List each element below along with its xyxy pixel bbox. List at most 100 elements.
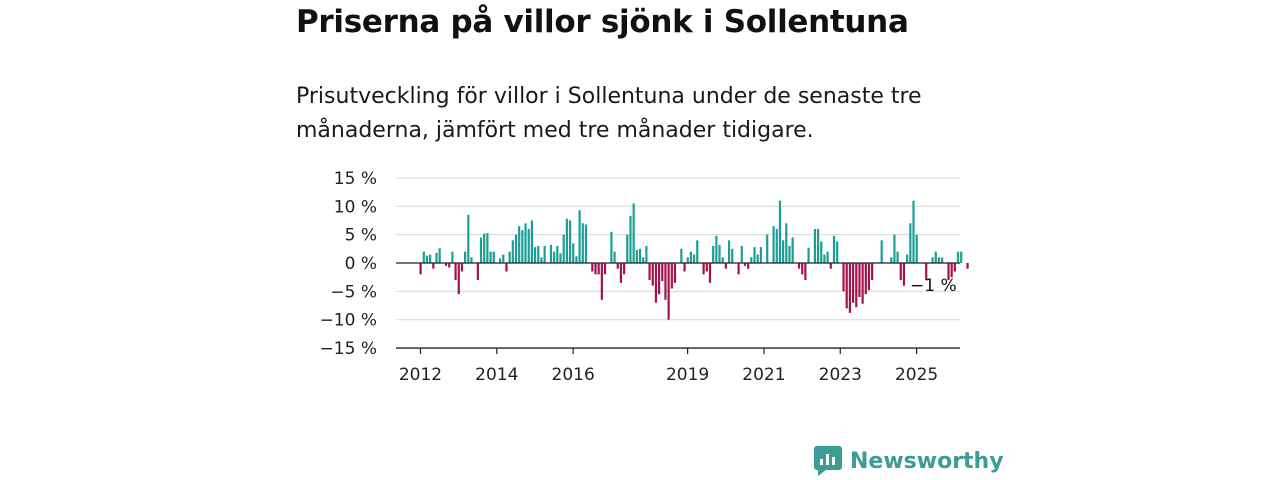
x-tick-label: 2014: [475, 365, 518, 385]
bar: [645, 245, 648, 263]
bar: [648, 263, 651, 281]
bar: [540, 257, 543, 263]
bar: [651, 263, 654, 286]
bar: [581, 223, 584, 263]
bar: [823, 254, 826, 263]
bar: [941, 257, 944, 263]
bar: [747, 263, 750, 269]
bar: [524, 223, 527, 263]
bar: [861, 263, 864, 304]
bar: [893, 234, 896, 263]
bar: [632, 203, 635, 263]
bar: [658, 263, 661, 295]
bar: [492, 251, 495, 263]
bar: [820, 241, 823, 263]
bar: [422, 251, 425, 263]
bar: [594, 263, 597, 275]
bar: [505, 263, 508, 272]
bar: [915, 234, 918, 263]
bar: [562, 234, 565, 263]
bar: [871, 263, 874, 281]
bar: [708, 263, 712, 283]
bar: [508, 251, 511, 263]
y-tick-label: −5 %: [330, 282, 377, 302]
bar: [572, 243, 575, 263]
bar: [829, 263, 832, 269]
bar: [797, 263, 801, 269]
bar: [530, 220, 533, 263]
bar: [591, 263, 594, 272]
x-tick-label: 2012: [399, 365, 442, 385]
newsworthy-logo: Newsworthy: [814, 446, 1004, 476]
bar: [483, 233, 486, 263]
bar: [778, 200, 782, 263]
bar: [537, 245, 540, 263]
x-tick-label: 2016: [552, 365, 595, 385]
last-value-annotation: −1 %: [910, 276, 957, 296]
bar: [692, 254, 696, 263]
bar: [880, 240, 883, 263]
bar: [855, 263, 858, 308]
bar: [613, 251, 616, 263]
bar: [902, 263, 906, 286]
bar: [836, 241, 839, 263]
bar: [934, 251, 937, 263]
bar: [890, 257, 893, 263]
bar: [514, 234, 518, 263]
y-axis-ticks: 15 % 10 % 5 % 0 % −5 % −10 % −15 %: [320, 169, 377, 359]
bar: [867, 263, 871, 291]
bar: [912, 200, 915, 263]
bar: [664, 263, 667, 300]
bar: [721, 257, 724, 263]
bar: [533, 247, 537, 263]
bar: [756, 254, 759, 263]
y-tick-label: 10 %: [334, 197, 377, 217]
bar: [788, 245, 791, 263]
bar: [629, 215, 632, 263]
bar: [947, 263, 950, 281]
bar: [479, 237, 483, 263]
y-tick-label: 15 %: [334, 169, 377, 189]
bar: [753, 247, 756, 263]
bar: [451, 251, 454, 263]
bar: [683, 263, 686, 272]
newsworthy-logo-icon: [814, 446, 842, 476]
bar: [549, 244, 553, 263]
bar: [432, 263, 435, 269]
x-tick-label: 2019: [666, 365, 709, 385]
bar: [960, 251, 963, 263]
bar: [429, 254, 432, 263]
bar: [858, 263, 861, 298]
bar: [559, 253, 562, 263]
bar: [712, 245, 715, 263]
bar: [603, 263, 607, 275]
bar: [705, 263, 708, 272]
bar: [896, 251, 899, 263]
bar: [845, 263, 848, 309]
bar: [511, 240, 514, 263]
bar: [623, 263, 626, 275]
bar: [702, 263, 705, 275]
bar: [489, 251, 492, 263]
bar: [864, 263, 867, 295]
x-tick-label: 2023: [819, 365, 862, 385]
bar: [782, 240, 785, 263]
bar: [619, 263, 623, 283]
bar: [766, 234, 769, 263]
bar: [950, 263, 953, 278]
bar: [832, 235, 836, 263]
bar: [486, 232, 489, 263]
bar: [826, 251, 829, 263]
bar: [804, 263, 807, 281]
bar: [600, 263, 603, 300]
y-tick-label: 0 %: [345, 254, 377, 274]
bar: [813, 228, 817, 263]
bar: [966, 263, 969, 269]
bar: [568, 220, 572, 263]
bar: [953, 263, 956, 272]
x-tick-label: 2021: [742, 365, 785, 385]
x-tick-label: 2025: [895, 365, 938, 385]
bar: [521, 230, 524, 263]
bar: [553, 251, 556, 263]
bar: [476, 263, 479, 281]
